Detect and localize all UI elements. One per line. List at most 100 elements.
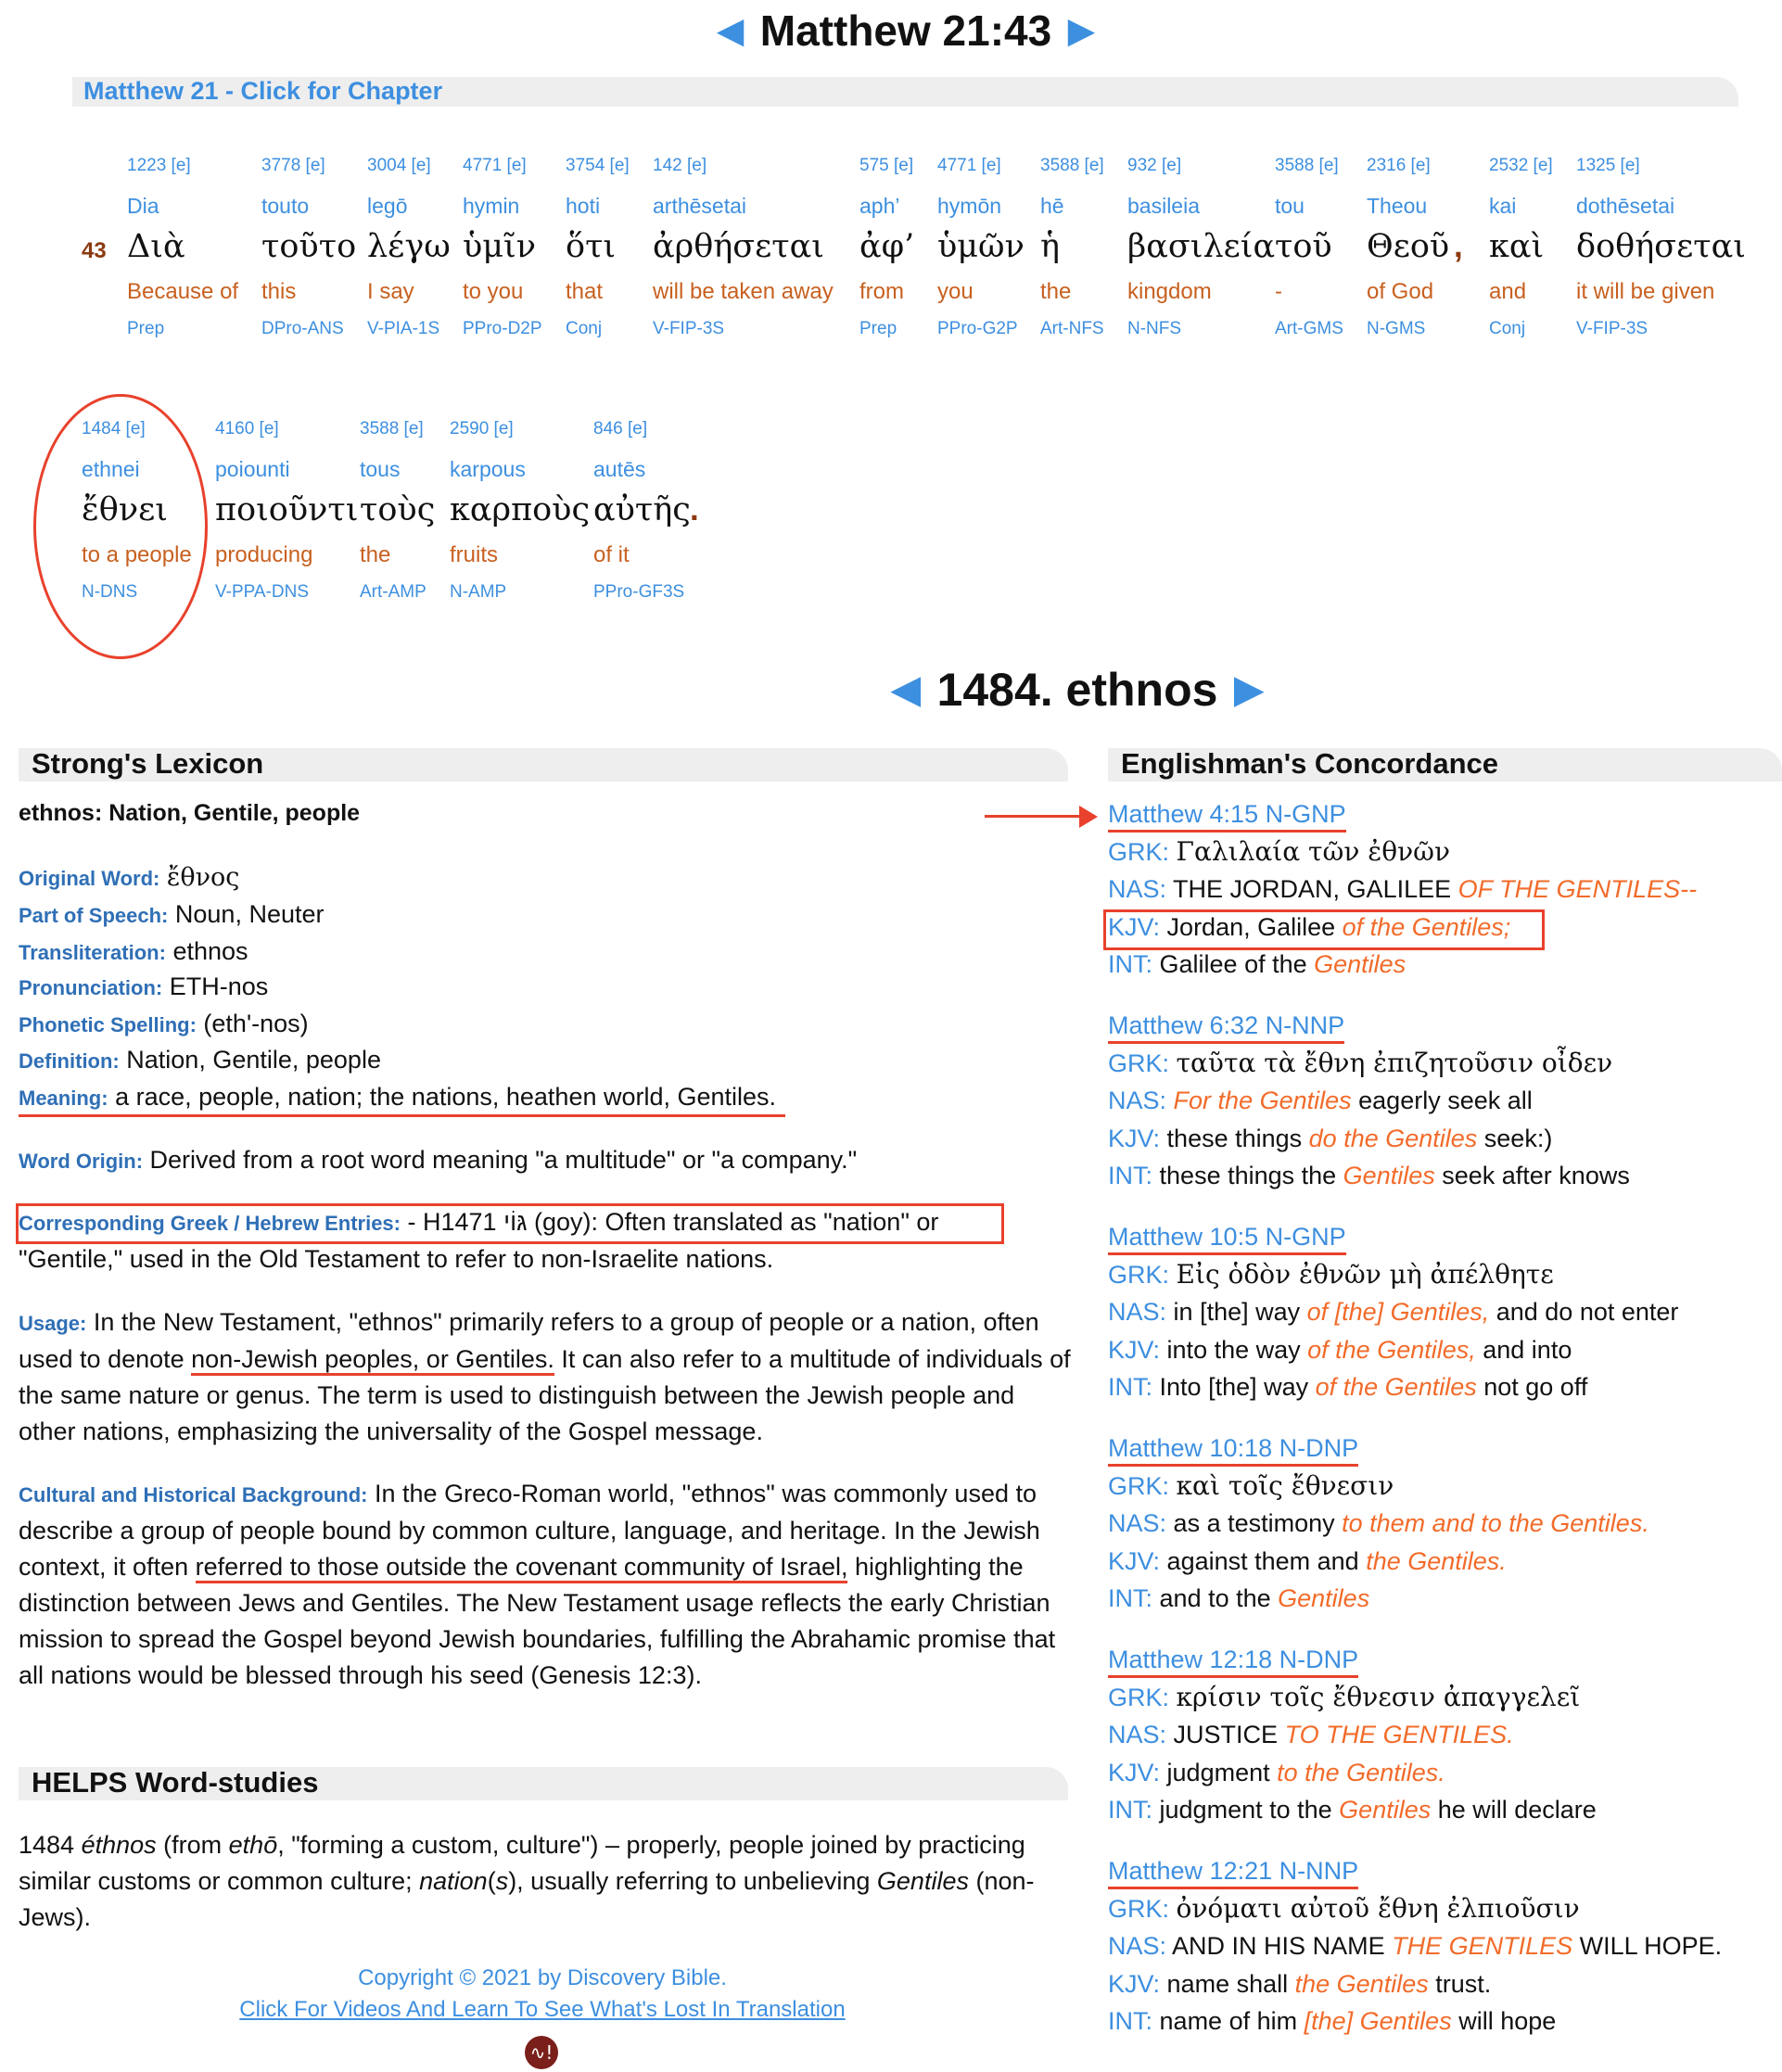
prev-word-icon[interactable]: ◀	[891, 669, 921, 710]
greek-word-link[interactable]: Θεοῦ	[1367, 228, 1450, 265]
verse-reference-link[interactable]: Matthew 10:5 N-GNP	[1108, 1221, 1346, 1255]
transliteration-link[interactable]: aph’	[859, 194, 900, 218]
transliteration-link[interactable]: poiounti	[215, 457, 290, 481]
lexicon-field: Transliteration: ethnos	[19, 934, 1076, 971]
parsing-link[interactable]: N-GMS	[1367, 319, 1426, 338]
next-word-icon[interactable]: ▶	[1234, 669, 1264, 710]
greek-word-link[interactable]: καὶ	[1489, 228, 1545, 265]
strongs-number-link[interactable]: 1325 [e]	[1576, 156, 1640, 175]
transliteration-link[interactable]: hē	[1040, 194, 1064, 218]
helps-text: 1484 éthnos (from ethō, "forming a custo…	[19, 1827, 1076, 1936]
videos-link[interactable]: Click For Videos And Learn To See What's…	[239, 1997, 846, 2022]
greek-word-link[interactable]: δοθήσεται	[1576, 228, 1746, 265]
parsing-link[interactable]: V-PPA-DNS	[215, 582, 310, 602]
greek-word-link[interactable]: ὑμῶν	[937, 228, 1025, 265]
parsing-link[interactable]: PPro-D2P	[463, 319, 542, 338]
strongs-number-link[interactable]: 4771 [e]	[463, 156, 527, 175]
strongs-number-link[interactable]: 4160 [e]	[215, 419, 279, 439]
english-gloss: -	[1275, 279, 1282, 304]
parsing-link[interactable]: Art-AMP	[360, 582, 426, 602]
transliteration-link[interactable]: hymin	[463, 194, 520, 218]
lexicon-field: Original Word: ἔθνος	[19, 859, 1076, 896]
strongs-number-link[interactable]: 846 [e]	[593, 419, 648, 439]
discovery-bible-logo[interactable]: ∿!	[525, 2036, 558, 2069]
transliteration-link[interactable]: tous	[360, 457, 401, 481]
strongs-number-link[interactable]: 3588 [e]	[1040, 156, 1104, 175]
parsing-link[interactable]: Prep	[859, 319, 897, 338]
strongs-number-link[interactable]: 3588 [e]	[360, 419, 424, 439]
strongs-number-link[interactable]: 142 [e]	[653, 156, 707, 175]
parsing-link[interactable]: PPro-G2P	[937, 319, 1018, 338]
underlined-text: referred to those outside the covenant c…	[195, 1553, 848, 1583]
verse-text: judgment to the	[1159, 1796, 1340, 1824]
english-gloss: producing	[215, 542, 313, 567]
strongs-number-link[interactable]: 4771 [e]	[937, 156, 1001, 175]
t: éthnos	[81, 1831, 157, 1859]
transliteration-link[interactable]: kai	[1489, 194, 1517, 218]
greek-word-link[interactable]: λέγω	[367, 228, 451, 265]
transliteration-link[interactable]: Dia	[127, 194, 159, 218]
strongs-number-link[interactable]: 2316 [e]	[1367, 156, 1431, 175]
int-label: INT:	[1108, 2007, 1153, 2035]
greek-word-link[interactable]: τοῦ	[1275, 228, 1332, 265]
strongs-number-link[interactable]: 3778 [e]	[261, 156, 325, 175]
strongs-number-link[interactable]: 932 [e]	[1127, 156, 1182, 175]
transliteration-link[interactable]: karpous	[450, 457, 526, 481]
prev-verse-icon[interactable]: ◀	[718, 11, 744, 49]
verse-reference-link[interactable]: Matthew 12:21 N-NNP	[1108, 1855, 1359, 1889]
transliteration-link[interactable]: Theou	[1367, 194, 1428, 218]
verse-reference-link[interactable]: Matthew 4:15 N-GNP	[1108, 798, 1346, 833]
parsing-link[interactable]: Prep	[127, 319, 165, 338]
transliteration-link[interactable]: hymōn	[937, 194, 1002, 218]
parsing-link[interactable]: Art-NFS	[1040, 319, 1104, 338]
parsing-link[interactable]: Art-GMS	[1275, 319, 1343, 338]
strongs-number-link[interactable]: 575 [e]	[859, 156, 914, 175]
word-origin: Word Origin: Derived from a root word me…	[19, 1142, 1076, 1179]
annotation-ellipse	[33, 394, 208, 659]
next-verse-icon[interactable]: ▶	[1068, 11, 1094, 49]
parsing-link[interactable]: V-FIP-3S	[653, 319, 725, 338]
transliteration-link[interactable]: arthēsetai	[653, 194, 747, 218]
parsing-link[interactable]: PPro-GF3S	[593, 582, 685, 602]
verse-reference-link[interactable]: Matthew 6:32 N-NNP	[1108, 1010, 1345, 1044]
parsing-link[interactable]: Conj	[566, 319, 603, 338]
concordance-entry: Matthew 10:18 N-DNP GRK: καὶ τοῖς ἔθνεσιν…	[1108, 1430, 1649, 1618]
chapter-link[interactable]: Matthew 21 - Click for Chapter	[83, 77, 443, 105]
greek-word-link[interactable]: βασιλεία	[1127, 228, 1276, 265]
highlight-text: Gentiles	[1339, 1796, 1432, 1824]
greek-word-link[interactable]: ἡ	[1040, 228, 1060, 265]
transliteration-link[interactable]: touto	[261, 194, 310, 218]
strongs-number-link[interactable]: 3754 [e]	[566, 156, 630, 175]
transliteration-link[interactable]: tou	[1275, 194, 1305, 218]
greek-word-link[interactable]: Διὰ	[127, 228, 185, 265]
label: Original Word:	[19, 867, 160, 890]
transliteration-link[interactable]: legō	[367, 194, 408, 218]
transliteration-link[interactable]: dothēsetai	[1576, 194, 1675, 218]
parsing-link[interactable]: V-PIA-1S	[367, 319, 440, 338]
strongs-number-link[interactable]: 1223 [e]	[127, 156, 191, 175]
parsing-link[interactable]: N-NFS	[1127, 319, 1182, 338]
greek-word-link[interactable]: τοὺς	[360, 491, 436, 528]
greek-word-link[interactable]: τοῦτο	[261, 228, 357, 265]
greek-word-link[interactable]: ποιοῦντι	[215, 491, 359, 528]
parsing-link[interactable]: Conj	[1489, 319, 1526, 338]
greek-word-link[interactable]: καρποὺς	[450, 491, 591, 528]
greek-word-link[interactable]: ὅτι	[566, 228, 617, 265]
strongs-number-link[interactable]: 3004 [e]	[367, 156, 431, 175]
strongs-number-link[interactable]: 3588 [e]	[1275, 156, 1339, 175]
parsing-link[interactable]: DPro-ANS	[261, 319, 344, 338]
greek-word-link[interactable]: ἀφ’	[859, 228, 915, 265]
parsing-link[interactable]: V-FIP-3S	[1576, 319, 1648, 338]
greek-word-link[interactable]: ἀρθήσεται	[653, 228, 824, 265]
strongs-number-link[interactable]: 2532 [e]	[1489, 156, 1553, 175]
greek-word-link[interactable]: ὑμῖν	[463, 228, 537, 265]
verse-text: into the way	[1166, 1335, 1308, 1364]
transliteration-link[interactable]: basileia	[1127, 194, 1200, 218]
strongs-number-link[interactable]: 2590 [e]	[450, 419, 514, 439]
greek-word-link[interactable]: αὐτῆς	[593, 491, 691, 528]
transliteration-link[interactable]: autēs	[593, 457, 646, 481]
verse-reference-link[interactable]: Matthew 10:18 N-DNP	[1108, 1432, 1359, 1467]
verse-reference-link[interactable]: Matthew 12:18 N-DNP	[1108, 1644, 1359, 1678]
transliteration-link[interactable]: hoti	[566, 194, 601, 218]
parsing-link[interactable]: N-AMP	[450, 582, 507, 602]
